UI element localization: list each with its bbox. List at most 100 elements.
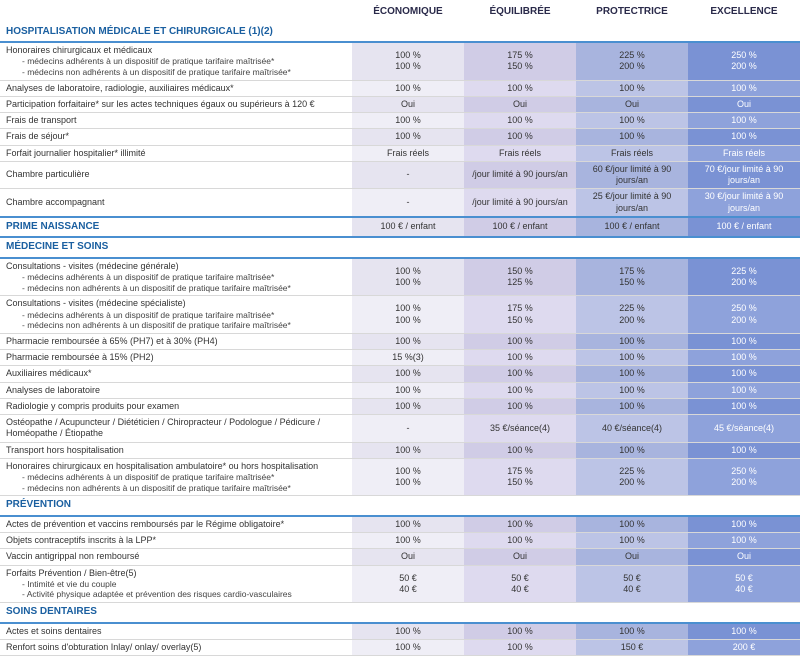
row-sublabel: - médecins adhérents à un dispositif de … <box>6 310 348 321</box>
value-cell: 150 %125 % <box>464 258 576 296</box>
value-cell: 100 % <box>352 639 464 655</box>
value-cell: 100 %100 % <box>352 258 464 296</box>
value-cell: 100 % <box>576 623 688 640</box>
row-label: Objets contraceptifs inscrits à la LPP* <box>0 533 352 549</box>
value-cell: 100 % <box>464 129 576 145</box>
value-cell: 50 €40 € <box>464 565 576 603</box>
coverage-table: ÉCONOMIQUE ÉQUILIBRÉE PROTECTRICE EXCELL… <box>0 0 800 656</box>
value-cell: 100 % <box>576 366 688 382</box>
row-label: Auxiliaires médicaux* <box>0 366 352 382</box>
value-cell: 100 % <box>688 129 800 145</box>
value-cell: 100 % <box>576 350 688 366</box>
row-sublabel: - médecins non adhérents à un dispositif… <box>6 320 348 331</box>
row-sublabel: - médecins adhérents à un dispositif de … <box>6 472 348 483</box>
row-label: Pharmacie remboursée à 65% (PH7) et à 30… <box>0 333 352 349</box>
row-label: Actes de prévention et vaccins remboursé… <box>0 516 352 533</box>
value-cell: 250 %200 % <box>688 458 800 496</box>
value-cell: 100 % <box>352 516 464 533</box>
table-row: Frais de transport100 %100 %100 %100 % <box>0 113 800 129</box>
table-row: Transport hors hospitalisation100 %100 %… <box>0 442 800 458</box>
row-label: Forfait journalier hospitalier* illimité <box>0 145 352 161</box>
row-sublabel: - Activité physique adaptée et préventio… <box>6 589 348 600</box>
value-cell: Frais réels <box>352 145 464 161</box>
value-cell: 100 % <box>352 333 464 349</box>
value-cell: - <box>352 161 464 189</box>
value-cell: 60 €/jour limité à 90 jours/an <box>576 161 688 189</box>
value-cell: 100 % <box>464 333 576 349</box>
value-cell: Oui <box>688 549 800 565</box>
value-cell: 100 % <box>576 533 688 549</box>
row-sublabel: - médecins non adhérents à un dispositif… <box>6 67 348 78</box>
table-row: Frais de séjour*100 %100 %100 %100 % <box>0 129 800 145</box>
table-row: Vaccin antigrippal non rembourséOuiOuiOu… <box>0 549 800 565</box>
table-row: Consultations - visites (médecine spécia… <box>0 296 800 334</box>
section-header-row: SOINS DENTAIRES <box>0 603 800 623</box>
row-label: Honoraires chirurgicaux en hospitalisati… <box>0 458 352 496</box>
row-label: Analyses de laboratoire, radiologie, aux… <box>0 80 352 96</box>
value-cell: 100 % <box>688 623 800 640</box>
value-cell: 225 %200 % <box>688 258 800 296</box>
value-cell: 100 % <box>576 516 688 533</box>
table-row: Pharmacie remboursée à 65% (PH7) et à 30… <box>0 333 800 349</box>
value-cell: 100 % <box>688 382 800 398</box>
value-cell: 250 %200 % <box>688 42 800 80</box>
value-cell: 100 % <box>688 113 800 129</box>
value-cell: Oui <box>576 549 688 565</box>
row-label: Chambre accompagnant <box>0 189 352 217</box>
value-cell: 100 % <box>688 398 800 414</box>
value-cell: 200 € <box>688 639 800 655</box>
row-sublabel: - médecins adhérents à un dispositif de … <box>6 56 348 67</box>
value-cell: Frais réels <box>576 145 688 161</box>
table-row: Chambre particulière-/jour limité à 90 j… <box>0 161 800 189</box>
value-cell: 100 % <box>352 366 464 382</box>
value-cell: 100 % <box>352 398 464 414</box>
row-label: Radiologie y compris produits pour exame… <box>0 398 352 414</box>
row-sublabel: - médecins adhérents à un dispositif de … <box>6 272 348 283</box>
row-label: Frais de séjour* <box>0 129 352 145</box>
table-row: Participation forfaitaire* sur les actes… <box>0 96 800 112</box>
value-cell: 175 %150 % <box>576 258 688 296</box>
table-row: Renfort soins d'obturation Inlay/ onlay/… <box>0 639 800 655</box>
value-cell: Oui <box>576 96 688 112</box>
value-cell: 100 % <box>688 366 800 382</box>
section-title: HOSPITALISATION MÉDICALE ET CHIRURGICALE… <box>0 23 800 43</box>
value-cell: 100 % <box>464 366 576 382</box>
value-cell: 100 % <box>352 113 464 129</box>
value-cell: 100 % <box>352 442 464 458</box>
value-cell: 100 % <box>352 80 464 96</box>
plan-header: ÉQUILIBRÉE <box>464 0 576 23</box>
value-cell: 225 %200 % <box>576 296 688 334</box>
value-cell: 175 %150 % <box>464 42 576 80</box>
value-cell: 50 €40 € <box>688 565 800 603</box>
value-cell: 100 % <box>688 350 800 366</box>
row-label: Analyses de laboratoire <box>0 382 352 398</box>
value-cell: 150 € <box>576 639 688 655</box>
value-cell: /jour limité à 90 jours/an <box>464 161 576 189</box>
value-cell: 100 % <box>576 333 688 349</box>
plan-header: ÉCONOMIQUE <box>352 0 464 23</box>
value-cell: 70 €/jour limité à 90 jours/an <box>688 161 800 189</box>
value-cell: 100 % <box>576 382 688 398</box>
row-label: Frais de transport <box>0 113 352 129</box>
table-row: Honoraires chirurgicaux en hospitalisati… <box>0 458 800 496</box>
value-cell: 35 €/séance(4) <box>464 415 576 443</box>
row-label: Consultations - visites (médecine spécia… <box>0 296 352 334</box>
value-cell: 100 € / enfant <box>464 217 576 238</box>
value-cell: 100 % <box>576 113 688 129</box>
value-cell: 225 %200 % <box>576 42 688 80</box>
row-sublabel: - médecins non adhérents à un dispositif… <box>6 283 348 294</box>
table-row: Analyses de laboratoire100 %100 %100 %10… <box>0 382 800 398</box>
value-cell: Oui <box>464 96 576 112</box>
value-cell: 100 % <box>576 398 688 414</box>
section-title: PRIME NAISSANCE <box>0 217 352 238</box>
value-cell: 100 % <box>352 533 464 549</box>
value-cell: 50 €40 € <box>576 565 688 603</box>
table-row: Pharmacie remboursée à 15% (PH2)15 %(3)1… <box>0 350 800 366</box>
value-cell: 100 % <box>688 533 800 549</box>
section-header-row: HOSPITALISATION MÉDICALE ET CHIRURGICALE… <box>0 23 800 43</box>
value-cell: 100 % <box>464 533 576 549</box>
table-row: Ostéopathe / Acupuncteur / Diététicien /… <box>0 415 800 443</box>
value-cell: 100 % <box>576 442 688 458</box>
value-cell: - <box>352 415 464 443</box>
value-cell: /jour limité à 90 jours/an <box>464 189 576 217</box>
